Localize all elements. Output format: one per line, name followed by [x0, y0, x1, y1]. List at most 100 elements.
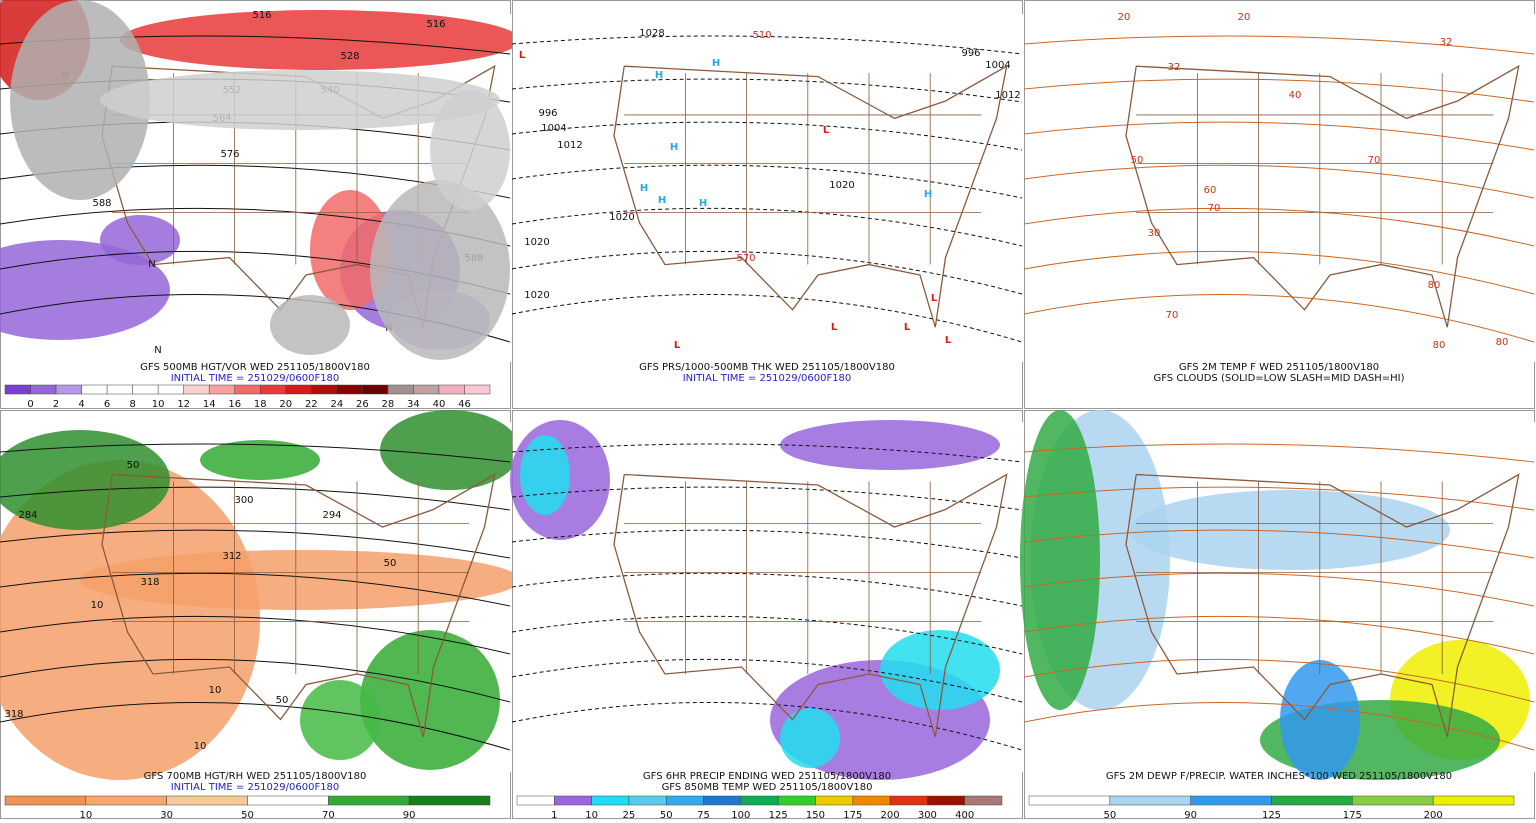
colorbar-label: 24: [330, 399, 343, 410]
map-label: 294: [322, 510, 341, 521]
contour: [511, 615, 1023, 655]
map-shading: [270, 295, 350, 355]
contour: [1023, 293, 1535, 343]
colorbar-label: 12: [177, 399, 190, 410]
map-label: 50: [1131, 155, 1144, 166]
colorbar-label: 150: [806, 810, 825, 819]
map-label: 1004: [541, 123, 566, 134]
map-label: 570: [736, 253, 755, 264]
colorbar-swatch: [740, 795, 779, 806]
colorbar-swatch: [4, 384, 31, 395]
colorbar-label: 175: [843, 810, 862, 819]
contour: [0, 443, 511, 463]
map-label: 32: [1168, 62, 1181, 73]
map-shading: [0, 460, 260, 780]
colorbar-swatch: [703, 795, 742, 806]
contour: [511, 443, 1023, 463]
map-shading: [300, 680, 380, 760]
colorbar-label: 100: [731, 810, 750, 819]
colorbar-swatch: [285, 384, 312, 395]
colorbar-label: 10: [585, 810, 598, 819]
colorbar-label: 70: [322, 810, 335, 819]
contour: [511, 572, 1023, 607]
map-shading: [0, 430, 170, 530]
map-label: H: [712, 58, 720, 69]
colorbar-swatch: [516, 795, 555, 806]
map-area: [513, 14, 1023, 362]
map-label: 80: [1496, 337, 1509, 348]
map-shading: [120, 10, 520, 70]
colorbar-label: 26: [356, 399, 369, 410]
colorbar-label: 18: [254, 399, 267, 410]
contour: [1023, 207, 1535, 247]
colorbar-label: 16: [228, 399, 241, 410]
map-label: 516: [252, 10, 271, 21]
map-label: 576: [220, 149, 239, 160]
contour: [511, 701, 1023, 751]
contour: [511, 250, 1023, 295]
colorbar-label: 10: [79, 810, 92, 819]
contour: [0, 658, 511, 703]
colorbar-swatch: [260, 384, 287, 395]
contour: [0, 572, 511, 607]
map-shading: [100, 70, 500, 130]
colorbar-swatch: [132, 384, 159, 395]
map-label: L: [945, 335, 952, 346]
contour: [1023, 658, 1535, 703]
map-shading: [520, 435, 570, 515]
contour: [1023, 529, 1535, 559]
colorbar-swatch: [1271, 795, 1353, 806]
map-label: N: [154, 345, 161, 356]
map-shading: [1280, 660, 1360, 780]
colorbar-swatch: [1432, 795, 1515, 806]
map-label: 1020: [609, 212, 634, 223]
colorbar-label: 30: [160, 810, 173, 819]
colorbar-swatch: [554, 795, 592, 806]
map-label: 70: [1368, 155, 1381, 166]
map-shading: [1130, 490, 1450, 570]
map-label: 80: [1433, 340, 1446, 351]
colorbar-swatch: [1028, 795, 1111, 806]
map-label: 80: [1428, 280, 1441, 291]
map-label: 1020: [829, 180, 854, 191]
map-label: 516: [426, 19, 445, 30]
map-shading: [10, 0, 150, 200]
map-shading: [100, 215, 180, 265]
contour: [0, 529, 511, 559]
map-shading: [0, 240, 170, 340]
caption: GFS 2M TEMP F WED 251105/1800V180: [1179, 362, 1379, 373]
caption: INITIAL TIME = 251029/0600F180: [171, 373, 340, 384]
state-borders: [1125, 473, 1520, 738]
colorbar-swatch: [815, 795, 854, 806]
contour: [511, 658, 1023, 703]
caption: GFS CLOUDS (SOLID=LOW SLASH=MID DASH=HI): [1153, 373, 1404, 384]
colorbar-swatch: [81, 384, 108, 395]
contour: [1023, 35, 1535, 55]
map-label: L: [823, 125, 830, 136]
contour: [1023, 443, 1535, 463]
map-label: L: [519, 50, 526, 61]
map-label: 996: [961, 48, 980, 59]
map-label: 40: [1289, 90, 1302, 101]
map-shading: [360, 630, 500, 770]
contour: [511, 207, 1023, 247]
map-label: 1012: [557, 140, 582, 151]
colorbar-swatch: [183, 384, 210, 395]
colorbar-swatch: [106, 384, 133, 395]
colorbar-label: 46: [458, 399, 471, 410]
state-borders: [613, 64, 1008, 328]
map-label: 30: [1148, 228, 1161, 239]
colorbar-label: 50: [241, 810, 254, 819]
colorbar-label: 10: [152, 399, 165, 410]
map-label: 10: [209, 685, 222, 696]
colorbar-swatch: [628, 795, 667, 806]
colorbar-label: 200: [881, 810, 900, 819]
map-label: 312: [222, 551, 241, 562]
colorbar-swatch: [438, 384, 465, 395]
colorbar-label: 4: [78, 399, 84, 410]
colorbar-label: 90: [403, 810, 416, 819]
map-label: 10: [194, 741, 207, 752]
